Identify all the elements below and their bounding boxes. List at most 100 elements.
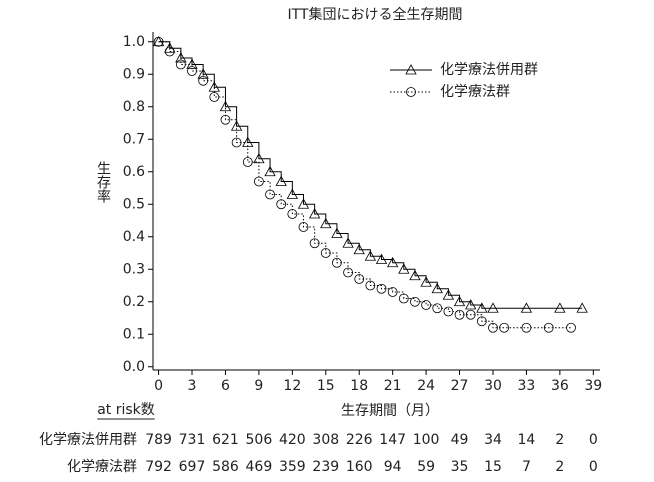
censor-marker [421, 300, 432, 310]
censor-marker [521, 322, 532, 333]
risk-count: 469 [246, 459, 273, 475]
risk-count: 7 [522, 459, 531, 475]
risk-count: 59 [417, 459, 435, 475]
risk-count: 697 [179, 459, 206, 475]
y-tick-label: 0.2 [123, 294, 145, 310]
censor-marker [242, 157, 253, 167]
risk-count: 239 [312, 459, 339, 475]
censor-marker [566, 322, 576, 333]
risk-count: 359 [279, 459, 306, 475]
censor-marker [353, 243, 365, 255]
censor-marker [443, 306, 454, 317]
censor-marker [343, 267, 353, 278]
censor-marker [209, 92, 220, 102]
risk-count: 0 [589, 432, 598, 448]
censor-marker [354, 274, 365, 284]
censor-marker [398, 293, 409, 304]
risk-count: 49 [451, 432, 469, 448]
risk-count: 34 [484, 432, 502, 448]
x-tick-label: 27 [451, 378, 469, 394]
censor-marker [409, 269, 421, 281]
y-tick-label: 0.3 [123, 261, 145, 277]
censor-marker [320, 248, 331, 258]
censor-marker [488, 322, 498, 333]
y-tick-label: 0.1 [123, 326, 145, 342]
censor-marker [398, 263, 410, 274]
y-tick-label: 0.7 [123, 131, 145, 147]
x-tick-label: 24 [417, 378, 435, 394]
risk-row-label: 化学療法併用群 [39, 431, 137, 448]
censor-marker [476, 302, 488, 313]
x-tick-label: 3 [188, 378, 197, 394]
y-axis-label: 生存率 [95, 161, 111, 203]
censor-marker [297, 198, 310, 209]
censor-marker [219, 100, 232, 112]
risk-count: 308 [312, 432, 339, 448]
censor-marker [332, 257, 342, 268]
risk-count: 420 [279, 432, 306, 448]
x-tick-label: 6 [221, 378, 230, 394]
censor-marker [331, 227, 343, 238]
censor-marker [198, 75, 209, 86]
censor-marker [253, 176, 264, 187]
y-tick-label: 0.4 [123, 229, 145, 245]
risk-count: 147 [379, 432, 406, 448]
y-tick-label: 0.5 [123, 196, 145, 212]
x-tick-label: 18 [350, 378, 368, 394]
censor-marker [287, 209, 298, 219]
censor-marker [387, 287, 398, 297]
censor-marker [153, 36, 164, 47]
risk-count: 15 [484, 459, 502, 475]
censor-marker [309, 238, 320, 249]
survival-curve [158, 41, 572, 329]
censor-marker [231, 137, 242, 148]
censor-marker [520, 302, 533, 313]
censor-marker [276, 199, 287, 210]
risk-count: 789 [145, 432, 172, 448]
censor-marker [410, 296, 420, 307]
censor-marker [220, 114, 231, 125]
x-tick-label: 36 [551, 378, 569, 394]
censor-marker [365, 280, 376, 291]
censor-marker [376, 283, 387, 294]
risk-count: 731 [179, 432, 206, 448]
x-tick-label: 9 [254, 378, 263, 394]
x-tick-label: 0 [154, 378, 163, 394]
x-tick-label: 21 [384, 378, 402, 394]
y-tick-label: 1.0 [123, 34, 145, 50]
censor-marker [187, 66, 197, 76]
x-tick-label: 12 [283, 378, 301, 394]
censor-marker [554, 302, 566, 313]
risk-count: 506 [246, 432, 273, 448]
censor-marker [431, 282, 443, 294]
censor-marker [342, 237, 354, 248]
risk-count: 2 [555, 432, 564, 448]
censor-marker [152, 35, 165, 47]
censor-marker [164, 46, 175, 57]
censor-marker [308, 208, 321, 219]
risk-count: 160 [346, 459, 373, 475]
y-tick-label: 0.9 [123, 66, 145, 82]
risk-count: 226 [346, 432, 373, 448]
risk-count: 2 [555, 459, 564, 475]
censor-marker [175, 59, 186, 70]
censor-marker [364, 250, 377, 261]
censor-marker [453, 295, 466, 307]
x-tick-label: 15 [317, 378, 335, 394]
risk-count: 586 [212, 459, 239, 475]
risk-count: 14 [518, 432, 536, 448]
risk-count: 94 [384, 459, 402, 475]
censor-marker [454, 309, 465, 320]
censor-marker [264, 165, 276, 177]
censor-marker [543, 322, 554, 333]
censor-marker [487, 302, 499, 313]
censor-marker [432, 303, 443, 314]
censor-marker [465, 299, 477, 310]
y-tick-label: 0.6 [123, 164, 145, 180]
risk-row-label: 化学療法群 [67, 458, 137, 475]
risk-count: 792 [145, 459, 172, 475]
x-axis-label: 生存期間（月） [341, 403, 439, 419]
censor-marker [298, 222, 309, 232]
x-tick-label: 30 [484, 378, 502, 394]
censor-marker [465, 309, 476, 320]
